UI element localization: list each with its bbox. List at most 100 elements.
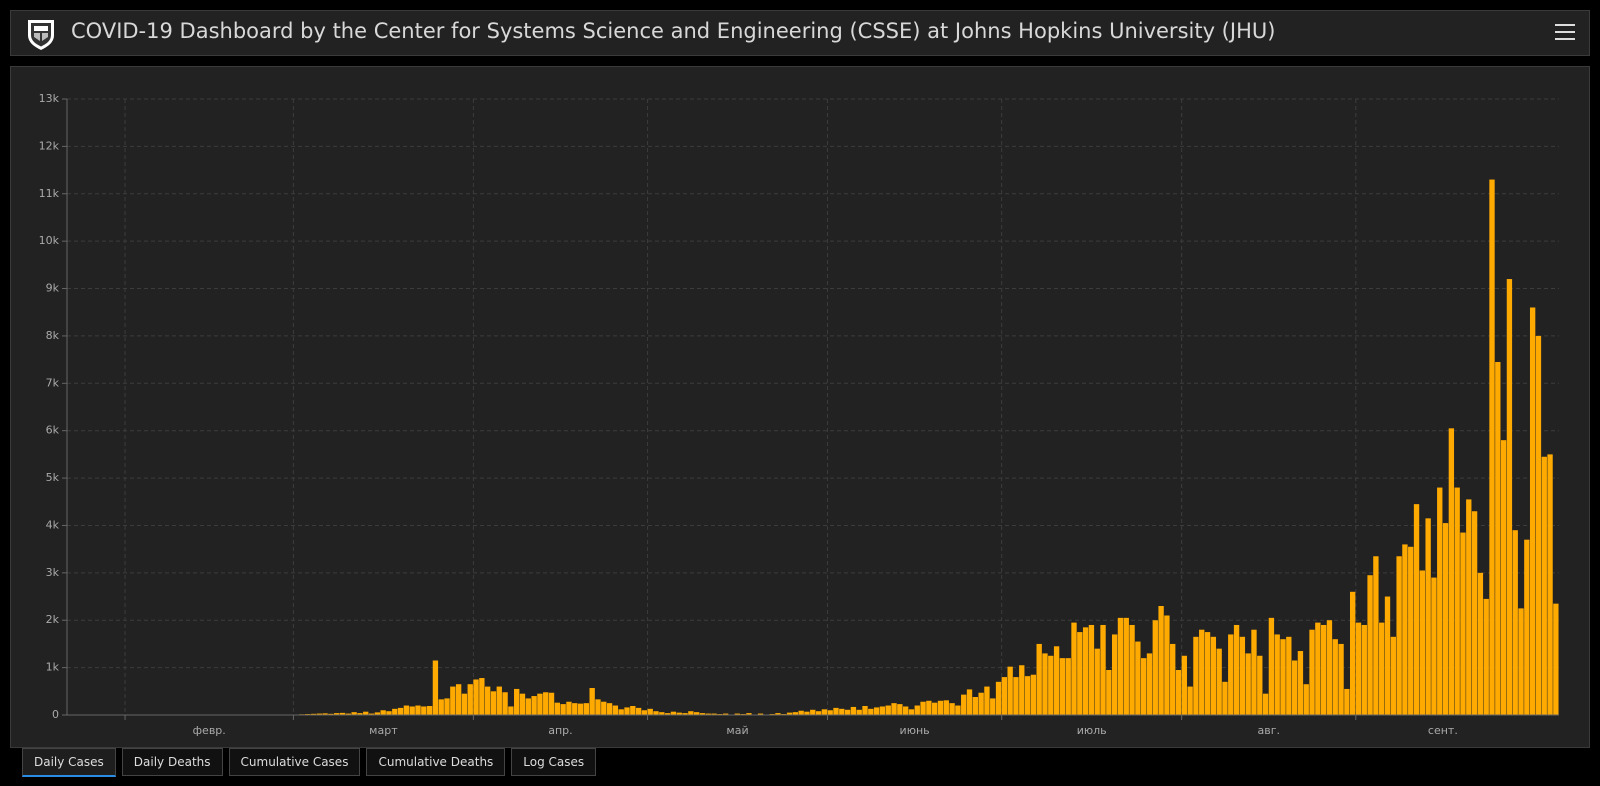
- tab[interactable]: Daily Deaths: [121, 748, 223, 776]
- bar: [995, 681, 1002, 715]
- bar: [856, 709, 862, 715]
- y-tick-label: 0: [52, 708, 59, 721]
- x-tick-label: февр.: [193, 724, 226, 737]
- bar: [682, 713, 688, 715]
- bar: [426, 705, 433, 715]
- bar: [363, 711, 369, 715]
- bar: [1152, 620, 1158, 715]
- bar: [955, 705, 961, 715]
- y-tick-label: 5k: [46, 471, 60, 484]
- bar: [316, 713, 322, 715]
- bar: [508, 706, 514, 715]
- bar: [1164, 615, 1170, 715]
- bar: [653, 711, 659, 715]
- bar: [1001, 677, 1008, 715]
- bar: [833, 707, 839, 715]
- bar: [1477, 572, 1484, 715]
- bar: [1379, 622, 1385, 715]
- bar: [786, 712, 793, 715]
- bar: [676, 712, 682, 715]
- y-tick-label: 11k: [39, 187, 60, 200]
- x-tick-label: апр.: [548, 724, 572, 737]
- bar: [1384, 596, 1391, 715]
- bar: [461, 693, 468, 715]
- bar: [1059, 658, 1066, 715]
- bar: [1129, 624, 1135, 715]
- logo: [28, 20, 54, 50]
- bar: [1106, 669, 1112, 715]
- bar: [606, 703, 613, 715]
- bar: [1088, 624, 1095, 715]
- tab[interactable]: Daily Cases: [22, 748, 116, 777]
- bar: [1187, 686, 1193, 715]
- bar: [577, 703, 584, 715]
- bar: [1193, 636, 1199, 715]
- bar: [873, 707, 880, 715]
- bar: [1065, 658, 1071, 715]
- bar: [1315, 622, 1321, 715]
- y-tick-label: 7k: [46, 376, 60, 389]
- bar: [1402, 544, 1408, 715]
- bar: [972, 696, 978, 715]
- bar: [572, 703, 578, 715]
- bar: [339, 712, 346, 715]
- bar: [1361, 624, 1367, 715]
- bar: [961, 694, 967, 715]
- bar: [1170, 643, 1176, 715]
- bar: [1274, 634, 1280, 715]
- tab[interactable]: Cumulative Cases: [228, 748, 361, 776]
- bar: [612, 705, 619, 715]
- bar: [757, 713, 764, 715]
- y-tick-label: 10k: [39, 234, 60, 247]
- bar: [1350, 591, 1356, 715]
- bar: [688, 711, 694, 715]
- bar: [1500, 440, 1507, 715]
- bar: [1466, 499, 1472, 715]
- bar: [1413, 504, 1420, 715]
- bar: [920, 701, 926, 715]
- bar: [1320, 624, 1327, 715]
- bar: [455, 684, 462, 715]
- bar: [1547, 454, 1553, 715]
- bar: [1367, 575, 1373, 715]
- y-tick-label: 9k: [46, 282, 60, 295]
- bar: [984, 686, 990, 715]
- x-tick-label: июль: [1077, 724, 1107, 737]
- bar: [1181, 655, 1187, 715]
- bar: [1297, 651, 1304, 715]
- bar: [1268, 617, 1275, 715]
- bar: [1483, 598, 1489, 715]
- bar: [1495, 361, 1501, 715]
- bar: [397, 707, 404, 715]
- y-tick-label: 2k: [46, 613, 60, 626]
- bar: [885, 705, 891, 715]
- bar: [792, 712, 799, 715]
- menu-button[interactable]: [1555, 23, 1575, 41]
- x-tick-label: март: [369, 724, 398, 737]
- x-tick-label: сент.: [1428, 724, 1458, 737]
- dashboard-title: COVID-19 Dashboard by the Center for Sys…: [71, 19, 1276, 43]
- bar: [804, 711, 810, 715]
- bar: [1506, 279, 1513, 715]
- tab[interactable]: Log Cases: [511, 748, 597, 776]
- bar: [1146, 653, 1153, 715]
- bar: [1355, 622, 1362, 715]
- bar: [386, 711, 392, 715]
- bar: [525, 698, 531, 715]
- bar: [1228, 634, 1234, 715]
- bar: [1303, 684, 1309, 715]
- bar: [490, 691, 497, 715]
- bar: [1222, 681, 1228, 715]
- bar: [1326, 620, 1333, 715]
- y-tick-label: 3k: [46, 566, 60, 579]
- bar: [1042, 653, 1048, 715]
- bar: [1373, 556, 1379, 715]
- bar: [409, 706, 415, 715]
- y-tick-label: 13k: [39, 92, 60, 105]
- tab[interactable]: Cumulative Deaths: [366, 748, 506, 776]
- bar: [641, 710, 648, 715]
- bar: [1024, 676, 1031, 715]
- bar: [1233, 624, 1240, 715]
- bar: [1471, 511, 1478, 715]
- bar: [1518, 608, 1524, 715]
